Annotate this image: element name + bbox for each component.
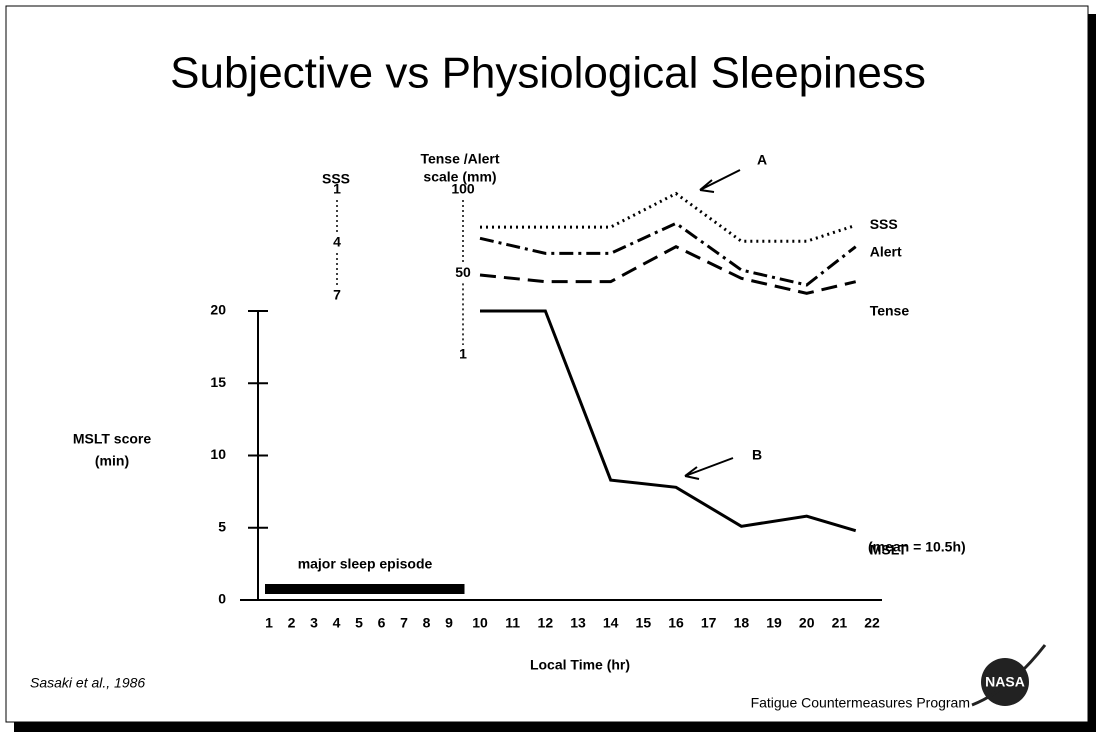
annotation: A: [757, 152, 767, 168]
y-tick-label: 15: [210, 374, 226, 390]
footer: Fatigue Countermeasures Program: [751, 695, 970, 711]
frame: [5, 5, 1089, 723]
x-tick-label: 22: [864, 615, 880, 631]
x-tick-label: 15: [636, 615, 652, 631]
y-axis-label: (min): [95, 453, 129, 469]
logo-swoosh: [971, 644, 1047, 707]
x-tick-label: 2: [288, 615, 296, 631]
y3-tick-label: 4: [333, 234, 341, 250]
annotation-arrow: [684, 457, 734, 480]
x-tick-label: 13: [570, 615, 586, 631]
x-tick-label: 12: [538, 615, 554, 631]
series-line: [480, 309, 857, 533]
x-tick-label: 11: [505, 615, 520, 631]
sleep-bar: [265, 584, 465, 594]
x-tick-label: 16: [668, 615, 684, 631]
annotation-arrow: [699, 169, 741, 193]
y2-tick-label: 50: [455, 264, 471, 280]
y-tick-label: 20: [210, 302, 226, 318]
series-line: [479, 221, 857, 287]
chart-title: Subjective vs Physiological Sleepiness: [170, 49, 926, 98]
y-tick-label: 10: [210, 446, 226, 462]
x-tick-label: 5: [355, 615, 363, 631]
x-tick-label: 7: [400, 615, 408, 631]
y-tick-label: 5: [218, 518, 226, 534]
y3-tick-label: 7: [333, 287, 341, 303]
series-label: Tense: [870, 302, 910, 318]
logo: NASA: [971, 644, 1047, 707]
x-tick-label: 9: [445, 615, 453, 631]
x-tick-label: 20: [799, 615, 815, 631]
y3-tick-label: 1: [333, 181, 341, 197]
x-tick-label: 17: [701, 615, 717, 631]
y2-tick-label: 1: [459, 346, 467, 362]
series-label: Alert: [870, 243, 902, 259]
y-tick-label: 0: [218, 591, 226, 607]
x-axis-label: Local Time (hr): [530, 657, 630, 673]
annotation: B: [752, 447, 762, 463]
series-line: [479, 244, 857, 295]
x-tick-label: 19: [766, 615, 782, 631]
y2-tick-label: 100: [451, 181, 475, 197]
sleep-label: major sleep episode: [298, 556, 433, 572]
source: Sasaki et al., 1986: [30, 675, 145, 691]
y2-axis-label: Tense /Alert: [420, 151, 499, 167]
y-axis-label: MSLT score: [73, 431, 152, 447]
x-tick-label: 10: [472, 615, 488, 631]
x-tick-label: 1: [265, 615, 273, 631]
x-tick-label: 18: [734, 615, 750, 631]
y3-axis-label: SSS: [322, 171, 350, 187]
x-tick-label: 8: [423, 615, 431, 631]
logo-text: NASA: [985, 674, 1025, 690]
series-label: SSS: [870, 216, 898, 232]
x-tick-label: 14: [603, 615, 619, 631]
mean-note: (mean = 10.5h): [868, 539, 966, 555]
x-tick-label: 4: [333, 615, 341, 631]
x-tick-label: 21: [832, 615, 848, 631]
series-line: [480, 191, 857, 243]
x-tick-label: 6: [378, 615, 386, 631]
x-tick-label: 3: [310, 615, 318, 631]
y2-axis-label: scale (mm): [423, 169, 496, 185]
series-label: MSLT: [870, 541, 908, 557]
